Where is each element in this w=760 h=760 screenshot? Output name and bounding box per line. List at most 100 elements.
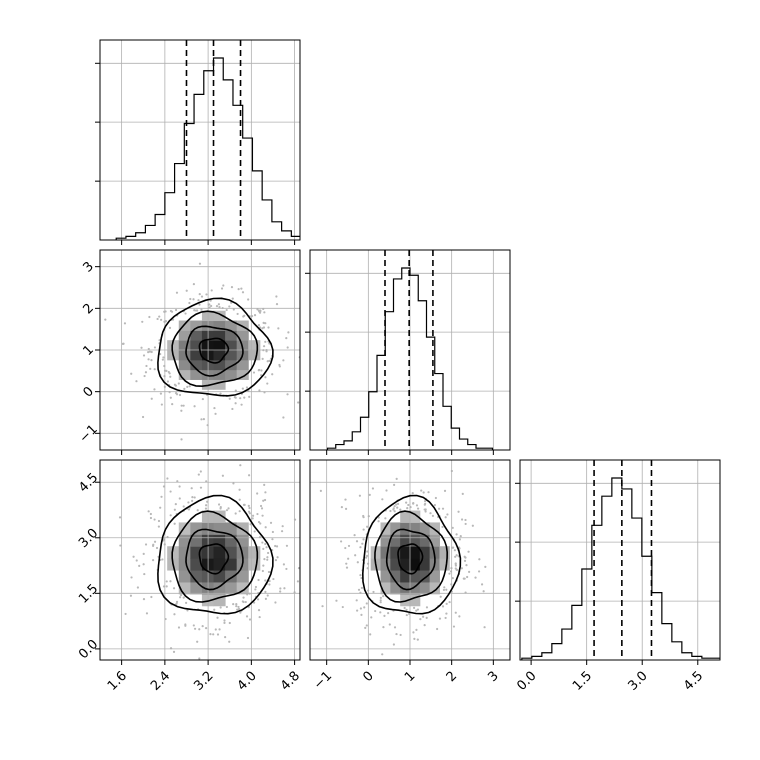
density-cell: [419, 581, 431, 595]
scatter-point: [196, 309, 199, 312]
density-cell: [178, 369, 191, 380]
scatter-point: [257, 520, 261, 524]
scatter-point: [441, 605, 445, 608]
density-cell: [190, 369, 203, 380]
contour-line: [198, 337, 230, 364]
scatter-point: [412, 502, 415, 505]
scatter-point: [257, 578, 260, 582]
scatter-point: [283, 587, 286, 590]
scatter-point: [160, 403, 163, 406]
scatter-point: [415, 504, 419, 507]
scatter-point: [275, 545, 279, 548]
scatter-point: [242, 600, 245, 604]
contour-line: [157, 494, 274, 615]
density-cell: [236, 534, 249, 547]
x-tick-label: 4.5: [681, 669, 706, 694]
scatter-point: [192, 283, 195, 286]
contour-layer: [157, 297, 462, 615]
scatter-point: [264, 590, 267, 593]
density-cell: [380, 570, 391, 583]
density-cell: [380, 522, 391, 535]
scatter-point: [480, 583, 484, 586]
scatter-point: [239, 611, 242, 614]
scatter-point: [232, 308, 235, 311]
density-cell: [390, 522, 401, 535]
scatter-point: [197, 473, 200, 476]
scatter-point: [411, 492, 414, 495]
scatter-point: [463, 577, 466, 580]
scatter-point: [184, 312, 187, 315]
scatter-point: [345, 562, 348, 565]
scatter-point: [247, 510, 251, 513]
scatter-point: [281, 525, 284, 528]
scatter-point: [354, 554, 357, 557]
scatter-point: [453, 549, 457, 552]
contour-line: [171, 310, 259, 388]
density-cell: [178, 570, 191, 583]
scatter-point: [258, 389, 261, 392]
scatter-point: [177, 626, 181, 629]
scatter-point: [415, 609, 418, 612]
scatter-point: [285, 337, 288, 340]
scatter-point: [359, 607, 362, 610]
scatter-point: [451, 526, 454, 529]
scatter-point: [416, 507, 420, 510]
scatter-point: [234, 402, 237, 405]
scatter-point: [238, 510, 241, 513]
scatter-point: [204, 504, 208, 507]
x-tick-label: 4.8: [278, 669, 303, 694]
scatter-point: [240, 287, 243, 290]
scatter-point: [365, 554, 369, 557]
scatter-point: [393, 505, 396, 508]
scatter-point: [245, 615, 249, 618]
density-cell: [190, 558, 203, 571]
density-cell: [190, 522, 203, 535]
density-cell: [380, 546, 391, 559]
contour-line: [397, 543, 424, 575]
density-cell: [225, 330, 238, 341]
scatter-point: [441, 507, 445, 510]
scatter-point: [190, 487, 193, 490]
density-cell: [429, 570, 440, 583]
density-cell: [400, 593, 411, 607]
scatter-point: [248, 618, 252, 621]
scatter-point: [96, 552, 98, 554]
scatter-point: [427, 491, 430, 494]
scatter-point: [374, 609, 377, 613]
scatter-point: [359, 574, 362, 577]
scatter-point: [143, 374, 146, 378]
scatter-point: [214, 628, 217, 631]
scatter-point: [451, 577, 454, 580]
scatter-point: [202, 418, 206, 421]
scatter-point: [234, 396, 237, 399]
density-cell: [390, 558, 401, 571]
scatter-point: [443, 489, 447, 493]
scatter-point: [371, 487, 375, 490]
density-cell: [225, 522, 238, 535]
scatter-point: [165, 580, 168, 583]
scatter-point: [393, 626, 397, 629]
scatter-point: [242, 596, 245, 599]
scatter-point: [119, 544, 122, 547]
histogram-step: [521, 477, 720, 660]
scatter-point: [263, 483, 266, 486]
scatter-point: [471, 524, 474, 527]
scatter-point: [403, 606, 406, 610]
scatter-point: [464, 522, 467, 526]
scatter-point: [144, 543, 148, 546]
scatter-point: [442, 588, 446, 592]
scatter-point: [459, 534, 462, 538]
scatter-point: [193, 309, 196, 312]
scatter-point: [433, 503, 437, 507]
density-cell: [410, 593, 421, 607]
scatter-point: [153, 518, 156, 521]
scatter-point: [141, 320, 144, 323]
scatter-point: [436, 627, 439, 631]
density-cell: [225, 534, 238, 547]
scatter-point: [220, 287, 224, 290]
scatter-point: [254, 585, 258, 589]
scatter-point: [236, 608, 239, 611]
scatter-point: [478, 558, 481, 561]
scatter-point: [172, 587, 176, 590]
scatter-point: [344, 498, 347, 501]
